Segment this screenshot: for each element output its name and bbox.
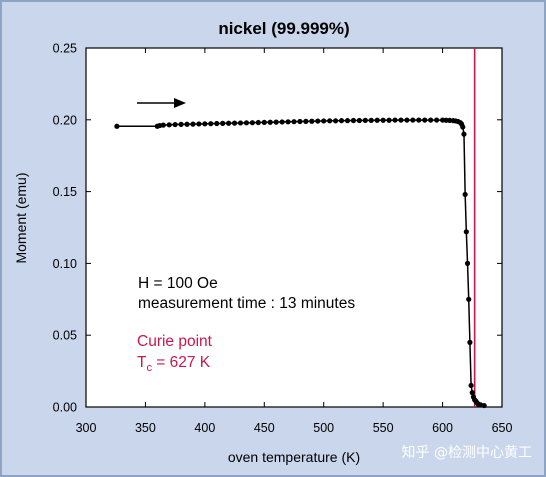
data-point xyxy=(243,120,250,126)
data-point xyxy=(422,117,428,123)
data-point xyxy=(226,120,232,126)
data-point xyxy=(380,117,386,123)
data-point xyxy=(327,118,333,124)
data-point xyxy=(362,117,368,123)
data-point xyxy=(255,119,261,126)
data-point xyxy=(468,382,474,389)
direction-arrow xyxy=(137,98,186,108)
data-point xyxy=(249,120,255,126)
x-tick-label: 350 xyxy=(135,421,156,435)
data-point xyxy=(261,119,267,125)
data-point xyxy=(333,118,339,124)
data-point xyxy=(231,120,238,126)
y-axis: 0.00 0.05 0.10 0.15 0.20 0.25 xyxy=(53,42,502,415)
data-point xyxy=(368,117,374,123)
data-point xyxy=(285,119,291,125)
data-point xyxy=(416,117,422,123)
y-tick-label: 0.15 xyxy=(53,185,77,199)
data-point xyxy=(202,121,208,127)
y-tick-label: 0.20 xyxy=(53,113,77,127)
data-point xyxy=(392,117,398,123)
data-point xyxy=(344,118,351,124)
data-point xyxy=(214,120,220,127)
data-point xyxy=(428,117,434,123)
data-point xyxy=(267,119,273,125)
x-tick-label: 300 xyxy=(76,421,97,435)
data-point xyxy=(273,119,279,125)
data-point xyxy=(237,120,244,126)
data-point xyxy=(309,118,315,124)
time-annotation: measurement time : 13 minutes xyxy=(138,295,355,312)
data-point xyxy=(410,117,416,123)
data-point xyxy=(467,339,473,345)
x-axis-label: oven temperature (K) xyxy=(228,449,360,465)
curie-temperature: Tc = 627 K xyxy=(137,354,211,374)
y-tick-label: 0.10 xyxy=(53,257,77,271)
data-point xyxy=(279,119,285,125)
x-tick-label: 650 xyxy=(492,421,513,435)
data-point xyxy=(466,296,472,302)
data-point xyxy=(464,260,471,266)
data-point xyxy=(469,390,475,396)
plot-area xyxy=(85,47,503,408)
data-point xyxy=(481,402,487,409)
data-point xyxy=(315,118,321,124)
data-point xyxy=(166,122,172,128)
data-point xyxy=(460,124,466,130)
y-tick-label: 0.00 xyxy=(53,401,77,415)
y-tick-label: 0.05 xyxy=(53,329,77,343)
data-point xyxy=(398,117,404,123)
x-tick-label: 500 xyxy=(313,421,334,435)
data-point xyxy=(350,117,357,124)
y-tick-label: 0.25 xyxy=(53,42,77,56)
data-point xyxy=(404,117,410,123)
data-point xyxy=(356,117,362,124)
data-point xyxy=(196,121,202,127)
data-point xyxy=(321,118,327,124)
data-point xyxy=(178,121,184,127)
data-point xyxy=(374,117,380,123)
data-point xyxy=(291,119,297,125)
data-point xyxy=(303,118,309,124)
data-point xyxy=(338,118,345,124)
data-point xyxy=(434,117,440,123)
data-point xyxy=(208,121,214,127)
x-tick-label: 600 xyxy=(432,421,453,435)
curie-label: Curie point xyxy=(137,333,213,350)
series-points xyxy=(114,117,487,409)
x-tick-label: 450 xyxy=(254,421,275,435)
data-point xyxy=(160,122,166,128)
data-point xyxy=(114,123,120,129)
data-point xyxy=(190,121,196,127)
data-point xyxy=(220,120,226,126)
data-point xyxy=(297,118,303,125)
y-axis-label: Moment (emu) xyxy=(13,172,29,263)
data-point xyxy=(386,117,392,123)
chart-title: nickel (99.999%) xyxy=(218,19,349,38)
x-tick-label: 400 xyxy=(194,421,215,435)
field-annotation: H = 100 Oe xyxy=(138,275,218,292)
data-point xyxy=(462,191,468,198)
data-point xyxy=(463,229,469,235)
data-point xyxy=(172,121,178,128)
data-point xyxy=(461,131,467,137)
x-axis: 300 350 400 450 500 550 600 650 xyxy=(76,48,513,435)
data-point xyxy=(184,121,190,127)
watermark: 知乎 @检测中心黄工 xyxy=(402,444,532,461)
x-tick-label: 550 xyxy=(373,421,394,435)
